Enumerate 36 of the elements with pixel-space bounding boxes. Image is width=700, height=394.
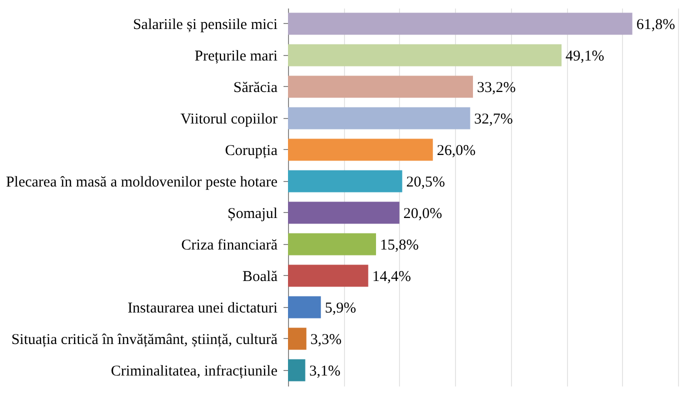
y-tick-label: Criza financiară bbox=[181, 237, 278, 254]
bar bbox=[288, 296, 321, 318]
bar bbox=[288, 264, 368, 287]
bar bbox=[288, 107, 470, 130]
data-label: 32,7% bbox=[474, 111, 513, 128]
bar bbox=[288, 12, 632, 35]
y-tick-label: Criminalitatea, infracțiunile bbox=[110, 363, 278, 380]
data-label: 14,4% bbox=[372, 268, 411, 285]
data-label: 33,2% bbox=[476, 80, 516, 96]
y-tick-label: Boală bbox=[242, 268, 278, 285]
data-label: 3,1% bbox=[309, 363, 341, 380]
bar bbox=[288, 138, 433, 161]
data-label: 49,1% bbox=[566, 48, 604, 64]
y-tick-label: Viitorul copiilor bbox=[180, 111, 278, 128]
y-tick-label: Situația critică în învățământ, știință, cultură bbox=[11, 332, 278, 348]
data-label: 5,9% bbox=[324, 300, 356, 316]
y-tick-label: Instaurarea unei dictaturi bbox=[128, 300, 278, 316]
bar bbox=[288, 328, 306, 350]
data-label: 20,5% bbox=[406, 174, 445, 190]
bar bbox=[288, 76, 473, 98]
data-label: 3,3% bbox=[310, 332, 342, 348]
y-tick-label: Sărăcia bbox=[233, 80, 278, 96]
y-tick-label: Salariile și pensiile mici bbox=[132, 16, 278, 33]
y-tick-label: Șomajul bbox=[227, 206, 278, 222]
bar bbox=[288, 359, 306, 382]
bar bbox=[288, 202, 400, 224]
data-label: 61,8% bbox=[636, 16, 676, 33]
bar bbox=[288, 44, 562, 66]
data-label: 15,8% bbox=[380, 237, 419, 254]
data-label: 20,0% bbox=[403, 206, 442, 222]
bar bbox=[288, 233, 376, 256]
y-tick-label: Plecarea în masă a moldovenilor peste hotare bbox=[6, 174, 278, 190]
bar bbox=[288, 170, 402, 192]
y-tick-label: Prețurile mari bbox=[194, 48, 278, 64]
y-tick-label: Corupția bbox=[225, 142, 278, 159]
data-label: 26,0% bbox=[436, 142, 476, 159]
